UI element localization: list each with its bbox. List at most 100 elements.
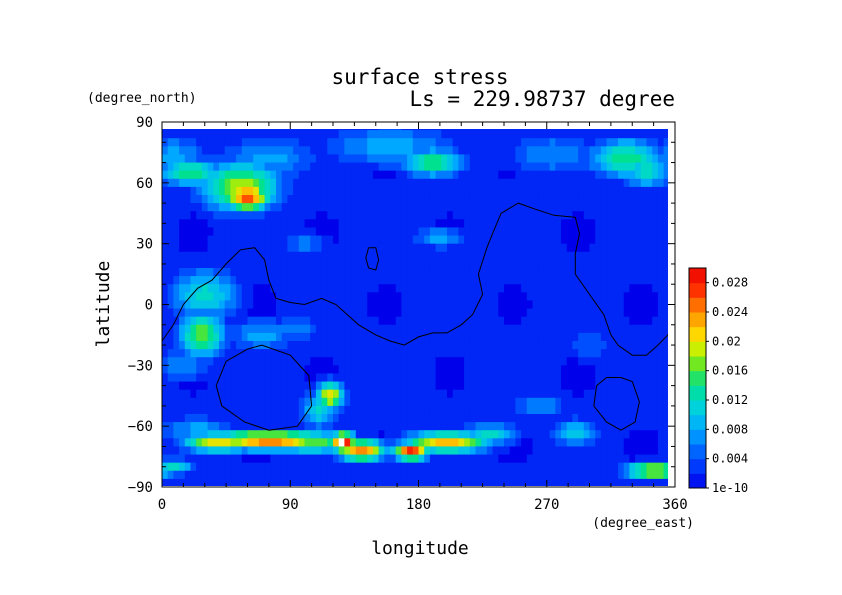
heatmap-cell [469,414,477,423]
heatmap-cell [344,349,351,358]
heatmap-cell [538,349,545,358]
heatmap-cell [555,219,562,229]
heatmap-cell [372,365,380,375]
heatmap-cell [327,349,334,358]
heatmap-cell [561,129,568,131]
heatmap-cell [281,211,288,220]
heatmap-cell [595,219,602,229]
heatmap-cell [509,341,516,350]
heatmap-cell [264,130,271,139]
heatmap-cell [458,235,465,245]
heatmap-cell [469,146,477,156]
heatmap-cell [167,259,174,269]
heatmap-cell [555,146,562,156]
heatmap-cell [429,170,437,180]
heatmap-cell [555,129,562,131]
heatmap-cell [201,130,209,139]
heatmap-cell [241,276,249,285]
heatmap-cell [281,235,288,245]
heatmap-cell [338,276,345,285]
heatmap-cell [167,235,174,245]
heatmap-cell [521,438,528,448]
heatmap-cell [258,430,266,439]
heatmap-cell [230,446,237,456]
heatmap-cell [509,178,516,188]
heatmap-cell [321,414,328,423]
heatmap-cell [549,154,556,164]
heatmap-cell [515,227,522,237]
heatmap-cell [589,454,596,464]
heatmap-cell [521,357,528,366]
heatmap-cell [253,357,260,366]
heatmap-cell [600,324,608,334]
heatmap-cell [492,195,499,204]
colorbar-label: 0.028 [712,276,748,290]
heatmap-cell [623,276,630,285]
heatmap-cell [179,162,186,172]
heatmap-cell [600,422,608,431]
heatmap-cell [327,397,334,407]
heatmap-cell [372,357,380,366]
heatmap-cell [652,357,659,366]
heatmap-cell [167,373,174,383]
heatmap-cell [424,430,431,439]
heatmap-cell [355,154,363,164]
heatmap-cell [236,405,243,415]
heatmap-cell [578,316,585,326]
heatmap-cell [578,397,585,407]
heatmap-cell [213,130,220,139]
heatmap-cell [561,186,568,196]
heatmap-cell [355,308,363,318]
heatmap-cell [179,389,186,399]
heatmap-cell [247,478,254,486]
heatmap-cell [532,276,539,285]
heatmap-cell [270,203,277,212]
heatmap-cell [230,316,237,326]
heatmap-cell [321,170,328,180]
heatmap-cell [372,446,380,456]
heatmap-cell [333,203,340,212]
heatmap-cell [264,162,271,172]
heatmap-cell [407,462,414,472]
heatmap-cell [338,227,345,237]
heatmap-cell [498,154,505,164]
heatmap-cell [481,332,488,342]
heatmap-cell [498,422,505,431]
heatmap-cell [190,414,197,423]
heatmap-cell [162,389,169,399]
heatmap-cell [424,470,431,480]
heatmap-cell [321,235,328,245]
heatmap-cell [618,211,625,220]
heatmap-cell [412,292,420,302]
heatmap-cell [338,300,345,310]
heatmap-cell [543,154,551,164]
heatmap-cell [469,478,477,486]
heatmap-cell [412,235,420,245]
heatmap-cell [224,365,231,375]
heatmap-cell [281,316,288,326]
heatmap-cell [253,405,260,415]
heatmap-cell [663,227,668,237]
heatmap-cell [532,203,539,212]
heatmap-cell [475,251,482,261]
heatmap-cell [344,259,351,269]
heatmap-cell [190,389,197,399]
heatmap-cell [361,284,368,293]
heatmap-cell [486,146,494,156]
heatmap-cell [464,195,471,204]
heatmap-cell [333,235,340,245]
heatmap-cell [657,235,665,245]
heatmap-cell [407,154,414,164]
heatmap-cell [167,195,174,204]
heatmap-cell [435,316,442,326]
heatmap-cell [327,470,334,480]
heatmap-cell [395,446,402,456]
heatmap-cell [623,405,630,415]
heatmap-cell [287,365,294,375]
heatmap-cell [310,308,317,318]
heatmap-cell [236,300,243,310]
heatmap-cell [504,203,511,212]
heatmap-cell [236,438,243,448]
heatmap-cell [190,235,197,245]
